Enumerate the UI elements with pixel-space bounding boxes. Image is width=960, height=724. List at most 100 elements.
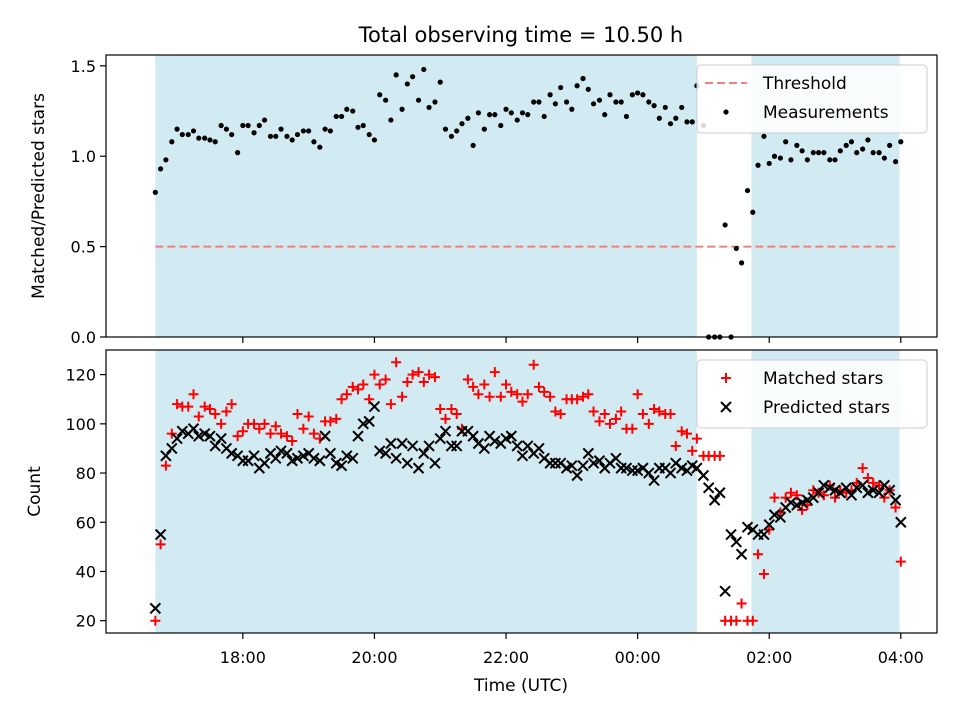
data-point [267, 133, 274, 139]
legend-box [696, 359, 928, 429]
y-tick-label: 120 [65, 366, 96, 385]
data-point [794, 142, 800, 148]
data-point [766, 160, 772, 167]
legend-label: Measurements [763, 103, 889, 123]
y-tick-label: 40 [76, 562, 96, 581]
data-point [618, 99, 624, 105]
observing-interval-shade [155, 55, 697, 337]
data-point [870, 150, 876, 156]
data-point [415, 97, 422, 103]
data-point [291, 452, 304, 464]
data-point [563, 99, 570, 105]
data-point [761, 133, 767, 139]
data-point [237, 426, 248, 437]
data-point [355, 124, 361, 130]
data-point [883, 484, 896, 496]
data-point [758, 568, 769, 579]
data-point [654, 406, 665, 417]
data-point [303, 411, 314, 422]
data-point [190, 128, 197, 134]
data-point [442, 126, 449, 132]
data-point [150, 615, 161, 626]
data-point [393, 72, 399, 78]
data-point [300, 128, 306, 134]
data-point [306, 128, 312, 134]
data-point [218, 122, 224, 129]
data-point [259, 418, 270, 429]
data-point [254, 423, 265, 434]
data-point [501, 379, 512, 390]
data-point [212, 139, 218, 145]
data-point [643, 418, 654, 429]
data-point [687, 445, 698, 456]
data-point [519, 110, 526, 116]
data-point [172, 399, 183, 410]
data-point [435, 404, 446, 415]
data-point [702, 482, 715, 494]
data-point [572, 394, 583, 405]
data-point [251, 130, 257, 136]
data-point [270, 421, 281, 432]
data-point [656, 115, 662, 121]
data-point [892, 159, 899, 165]
data-point [797, 504, 808, 515]
data-point [763, 519, 775, 531]
data-point [673, 115, 679, 121]
data-point [541, 113, 547, 120]
legend-marker [723, 109, 729, 115]
data-point [265, 428, 276, 439]
data-point [610, 413, 621, 424]
data-point [627, 423, 638, 434]
data-point [783, 139, 789, 145]
data-point [434, 432, 446, 445]
data-point [258, 457, 271, 469]
data-point [854, 150, 860, 156]
data-point [821, 150, 827, 156]
data-point [662, 104, 668, 111]
data-point [352, 384, 363, 395]
data-point [426, 104, 432, 111]
data-point [404, 81, 410, 87]
data-point [867, 484, 879, 496]
data-point [860, 146, 866, 152]
data-point [473, 389, 484, 400]
data-point [412, 462, 425, 474]
legend-box [696, 64, 928, 134]
data-point [163, 157, 169, 163]
data-point [848, 139, 855, 145]
data-point [735, 548, 748, 560]
data-point [363, 415, 375, 428]
data-point [489, 435, 501, 447]
data-point [371, 137, 378, 143]
data-point [845, 489, 858, 501]
data-point [889, 494, 902, 506]
y-tick-label: 0.0 [71, 328, 96, 347]
data-point [284, 133, 290, 139]
data-point [522, 440, 534, 452]
data-point [484, 391, 495, 402]
data-point [689, 119, 695, 125]
data-point [604, 418, 615, 429]
data-point [459, 121, 465, 127]
data-point [357, 418, 369, 430]
y-tick-label: 100 [65, 415, 96, 434]
data-point [747, 615, 758, 626]
data-point [462, 374, 473, 385]
data-point [240, 122, 246, 129]
data-point [281, 431, 292, 442]
data-point [651, 103, 657, 109]
data-point [468, 381, 479, 392]
data-point [275, 445, 287, 457]
data-point [516, 450, 529, 462]
data-point [815, 150, 822, 156]
data-point [812, 487, 825, 499]
data-point [479, 379, 490, 390]
data-point [569, 106, 575, 112]
data-point [325, 416, 336, 427]
data-point [830, 492, 841, 503]
data-point [511, 440, 523, 452]
data-point [607, 92, 613, 98]
data-point [593, 455, 606, 467]
data-point [202, 135, 208, 141]
data-point [583, 389, 594, 400]
